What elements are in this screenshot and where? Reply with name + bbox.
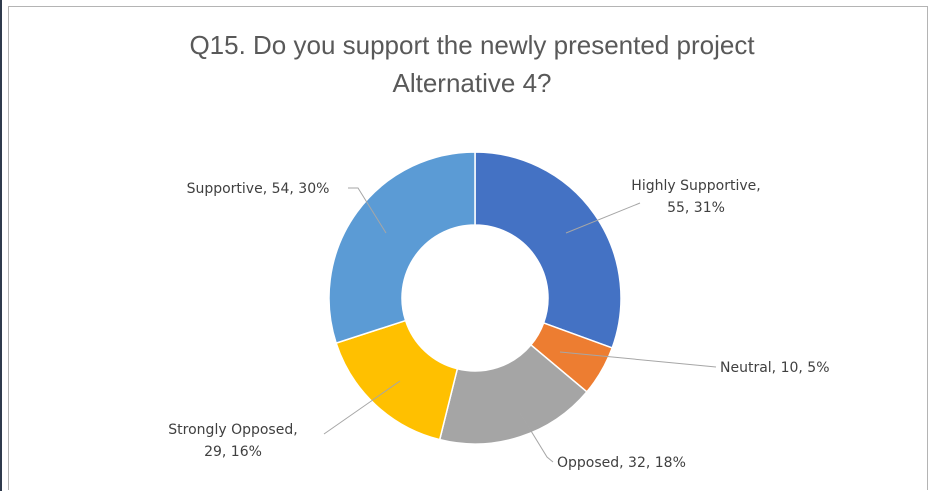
doughnut-slices: [328, 151, 622, 445]
data-label-opposed: Opposed, 32, 18%: [557, 455, 686, 471]
slice-supportive: [328, 151, 476, 345]
chart-title: Q15. Do you support the newly presented …: [189, 30, 755, 98]
slice-strongly-opposed: [335, 319, 459, 441]
data-label-supportive: Supportive, 54, 30%: [187, 181, 330, 197]
slice-highly-supportive: [474, 151, 622, 349]
chart-title-line-1: Q15. Do you support the newly presented …: [189, 30, 755, 60]
data-label-strongly-opposed: Strongly Opposed, 29, 16%: [168, 422, 297, 460]
chart-title-line-2: Alternative 4?: [393, 68, 552, 98]
data-label-highly-supportive: Highly Supportive, 55, 31%: [631, 178, 760, 216]
data-label-neutral: Neutral, 10, 5%: [720, 360, 830, 376]
leader-line-strongly-opposed: [323, 380, 401, 435]
leader-line-highly-supportive: [565, 202, 641, 234]
leader-line-neutral: [559, 351, 717, 368]
leader-line-supportive: [348, 187, 387, 234]
window-left-edge: [0, 0, 2, 491]
label-leader-lines: [323, 187, 717, 463]
data-labels: Highly Supportive, 55, 31% Neutral, 10, 5%…: [168, 178, 829, 471]
slice-opposed: [438, 343, 588, 445]
leader-line-opposed: [519, 412, 554, 463]
